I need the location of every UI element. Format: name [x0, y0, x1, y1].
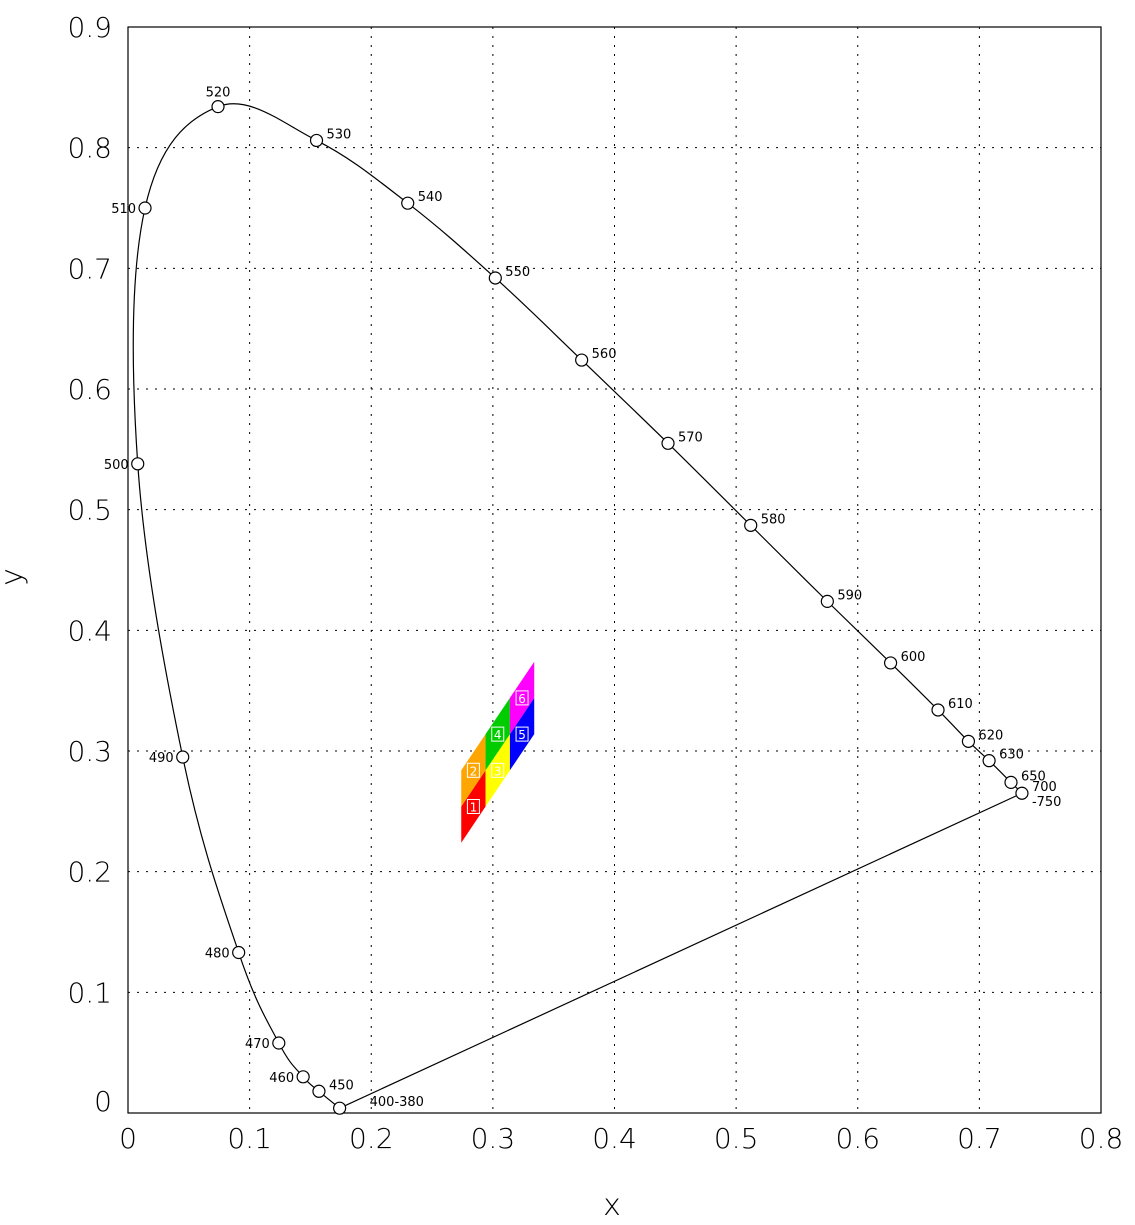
wavelength-marker: [176, 750, 190, 764]
wavelength-label: 630: [999, 748, 1024, 763]
wavelength-marker: [232, 945, 246, 960]
wavelength-marker: [1004, 775, 1018, 789]
patch-6: [509, 661, 535, 735]
patch-label-box: [515, 726, 529, 742]
wavelength-label: 510: [111, 202, 136, 217]
y-tick-label: 0.8: [67, 132, 112, 165]
patch-label: 2: [470, 764, 478, 778]
wavelength-label: -750: [1032, 795, 1062, 810]
x-tick-label: 0.8: [1079, 1122, 1124, 1155]
wavelength-marker: [401, 196, 415, 210]
patch-label-box: [491, 726, 505, 742]
x-tick-label: 0: [119, 1122, 137, 1155]
y-tick-label: 0.5: [67, 494, 112, 527]
wavelength-label: 620: [978, 728, 1003, 743]
wavelength-label: 470: [245, 1037, 270, 1052]
plot-border: [127, 26, 1102, 1114]
color-patches: 1 2 3 4 5 6: [461, 661, 535, 843]
x-tick-label: 0.5: [714, 1122, 759, 1155]
locus-curve: [132, 103, 1023, 1109]
patch-label: 5: [518, 728, 526, 742]
patch-label-box: [466, 762, 480, 778]
wavelength-label: 480: [205, 947, 230, 962]
wavelength-label: 560: [592, 347, 617, 362]
y-tick-label: 0.2: [67, 856, 112, 889]
wavelength-marker: [296, 1070, 310, 1084]
grid: [128, 27, 1101, 1113]
wavelength-label: 650: [1021, 769, 1046, 784]
y-tick-label: 0.6: [67, 373, 112, 406]
wavelength-marker: [488, 271, 502, 285]
plot-frame: [127, 26, 1102, 1114]
line-of-purples: [339, 792, 1023, 1109]
y-tick-label: 0.3: [67, 735, 112, 768]
x-tick-label: 0.1: [227, 1122, 272, 1155]
wavelength-marker: [131, 457, 145, 471]
y-tick-label: 0.1: [67, 976, 112, 1009]
wavelength-label: 550: [505, 265, 530, 280]
wavelength-marker: [820, 594, 834, 608]
x-tick-label: 0.3: [471, 1122, 516, 1155]
wavelength-marker: [1015, 786, 1029, 800]
wavelength-marker: [982, 754, 996, 768]
wavelength-label: 450: [329, 1078, 354, 1093]
wavelength-marker: [309, 133, 324, 148]
wavelength-marker: [575, 353, 589, 367]
x-tick-label: 0.4: [592, 1122, 637, 1155]
wavelength-label: 400-380: [370, 1095, 424, 1110]
wavelength-markers: 400-380 450 460 470 480 490 500 510 520 530 540 550…: [104, 86, 1062, 1115]
x-tick-label: 0.2: [349, 1122, 394, 1155]
wavelength-marker: [931, 703, 945, 717]
patch-1: [461, 770, 486, 843]
wavelength-label: 540: [418, 190, 443, 205]
wavelength-marker: [312, 1084, 326, 1098]
wavelength-marker: [272, 1036, 286, 1050]
wavelength-marker: [961, 734, 976, 748]
wavelength-marker: [211, 100, 225, 114]
wavelength-label: 700: [1032, 780, 1057, 795]
patch-5: [509, 697, 535, 771]
y-tick-label: 0.9: [67, 11, 112, 44]
wavelength-label: 460: [269, 1071, 294, 1086]
x-axis-label: x: [603, 1188, 621, 1220]
wavelength-marker: [883, 656, 898, 670]
patch-label: 3: [494, 764, 502, 778]
wavelength-label: 520: [206, 86, 231, 101]
wavelength-marker: [661, 436, 675, 450]
wavelength-marker: [744, 518, 758, 532]
wavelength-marker: [333, 1101, 347, 1115]
patch-3: [485, 734, 510, 807]
wavelength-label: 490: [149, 751, 174, 766]
y-tick-label: 0: [94, 1085, 112, 1118]
patch-label: 6: [518, 692, 526, 706]
wavelength-marker: [138, 201, 152, 215]
wavelength-label: 580: [761, 512, 786, 527]
y-axis-label: y: [0, 568, 30, 586]
wavelength-label: 530: [327, 127, 352, 142]
y-tick-label: 0.7: [67, 252, 112, 285]
wavelength-label: 570: [678, 430, 703, 445]
y-tick-label: 0.4: [67, 614, 112, 647]
patch-label-box: [466, 799, 480, 815]
wavelength-label: 600: [901, 650, 926, 665]
patch-label-box: [515, 690, 529, 706]
patch-label-box: [491, 762, 505, 778]
x-tick-label: 0.6: [835, 1122, 880, 1155]
x-tick-label: 0.7: [957, 1122, 1002, 1155]
spectral-locus: [132, 103, 1023, 1109]
tick-labels: 0 0.1 0.2 0.3 0.4 0.5 0.6 0.7 0.8 0 0.1 0.2 0.3 0.4 0.…: [67, 11, 1123, 1155]
wavelength-label: 590: [837, 588, 862, 603]
patch-label: 1: [470, 801, 478, 815]
patch-2: [461, 734, 486, 807]
patch-label: 4: [494, 728, 502, 742]
wavelength-label: 610: [948, 697, 973, 712]
patch-4: [485, 697, 510, 771]
wavelength-label: 500: [104, 458, 129, 473]
